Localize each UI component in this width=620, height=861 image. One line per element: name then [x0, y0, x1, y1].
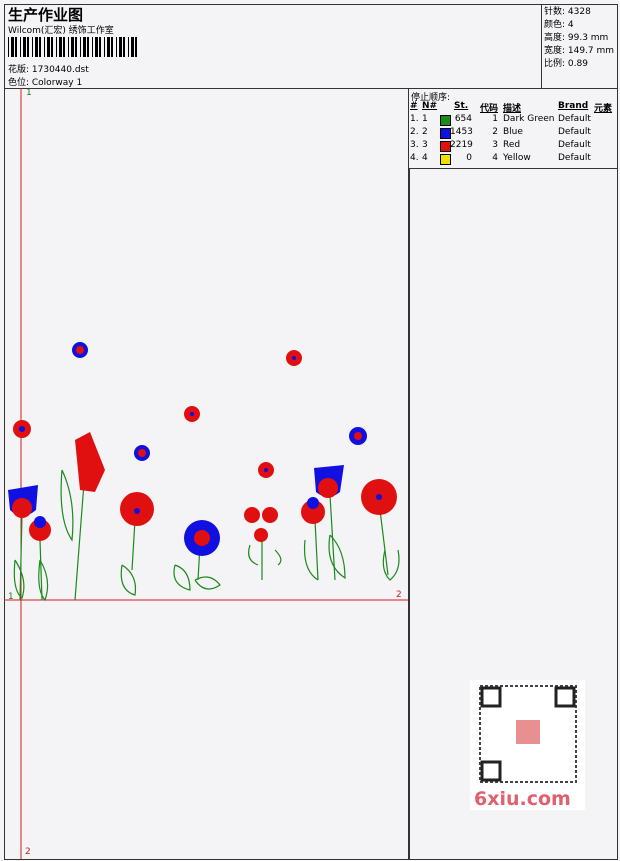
row-index: 2. — [410, 127, 419, 137]
row-index: 1. — [410, 114, 419, 124]
barcode-bar — [83, 37, 86, 57]
barcode-bar — [56, 37, 57, 57]
sequence-title: 停止顺序: — [411, 93, 451, 103]
color-swatch — [440, 115, 451, 126]
stitches: 0 — [466, 153, 472, 163]
code: 1 — [492, 114, 498, 124]
barcode-bar — [87, 37, 89, 57]
description: Blue — [503, 127, 523, 137]
barcode-bar — [8, 37, 9, 57]
watermark: 6xiu.com — [474, 788, 571, 810]
barcode-bar — [27, 37, 29, 57]
colorway: 色位: Colorway 1 — [8, 78, 83, 88]
code: 2 — [492, 127, 498, 137]
description: Dark Green — [503, 114, 555, 124]
column-header: St. — [454, 101, 469, 111]
barcode-bar — [59, 37, 62, 57]
color-swatch — [440, 128, 451, 139]
description: Yellow — [503, 153, 531, 163]
barcode-bar — [123, 37, 125, 57]
barcode-bar — [128, 37, 129, 57]
barcode-bar — [80, 37, 81, 57]
barcode-bar — [104, 37, 105, 57]
marker: 2 — [25, 847, 31, 857]
column-header: 元素 — [594, 104, 613, 114]
needle: 3 — [422, 140, 428, 150]
qr-code — [470, 680, 585, 810]
code: 4 — [492, 153, 498, 163]
stat: 颜色: 4 — [544, 20, 574, 30]
column-header: 描述 — [503, 104, 522, 114]
title: 生产作业图 — [8, 6, 84, 24]
stats: 针数: 4328 颜色: 4 高度: 99.3 mm 宽度: 149.7 mm 比例: … — [544, 6, 614, 71]
needle: 4 — [422, 153, 428, 163]
stat: 比例: 0.89 — [544, 59, 588, 69]
barcode-bar — [99, 37, 101, 57]
sequence-table: # N# St. 代码 描述 Brand 元素 1. 1 654 1 Dark Green Defaul… — [410, 101, 618, 167]
barcode-bar — [15, 37, 17, 57]
barcode-bar — [107, 37, 110, 57]
marker: 1 — [26, 88, 32, 98]
column-header: # — [410, 101, 418, 111]
flowers — [8, 342, 397, 556]
barcode-bar — [47, 37, 50, 57]
brand: Default — [558, 114, 591, 124]
barcode-bar — [95, 37, 98, 57]
barcode-bar — [71, 37, 74, 57]
barcode-bar — [92, 37, 93, 57]
barcode-bar — [44, 37, 45, 57]
column-header: Brand — [558, 101, 589, 111]
brand: Default — [558, 127, 591, 137]
row-index: 3. — [410, 140, 419, 150]
marker: 2 — [396, 590, 402, 600]
design-name: 花版: 1730440.dst — [8, 65, 89, 75]
barcode-bar — [75, 37, 77, 57]
sequence-frame — [408, 88, 618, 169]
barcode — [8, 37, 137, 57]
barcode-bar — [32, 37, 33, 57]
stems — [13, 469, 400, 602]
brand: Default — [558, 153, 591, 163]
needle: 1 — [422, 114, 428, 124]
barcode-bar — [68, 37, 69, 57]
stat: 针数: 4328 — [544, 7, 591, 17]
barcode-bar — [135, 37, 137, 57]
divider — [408, 168, 410, 860]
barcode-bar — [111, 37, 113, 57]
barcode-bar — [51, 37, 53, 57]
column-header: N# — [422, 101, 438, 111]
barcode-bar — [39, 37, 41, 57]
studio: Wilcom(汇宏) 绣饰工作室 — [8, 26, 114, 36]
stitches: 1453 — [450, 127, 473, 137]
barcode-bar — [23, 37, 26, 57]
stitches: 654 — [454, 114, 472, 124]
stat: 宽度: 149.7 mm — [544, 46, 615, 56]
marker: 1 — [8, 592, 14, 602]
barcode-bar — [116, 37, 117, 57]
color-swatch — [440, 154, 451, 165]
barcode-bar — [131, 37, 134, 57]
barcode-bar — [20, 37, 21, 57]
needle: 2 — [422, 127, 428, 137]
code: 3 — [492, 140, 498, 150]
stitches: 2219 — [450, 140, 473, 150]
barcode-bar — [35, 37, 38, 57]
row-index: 4. — [410, 153, 419, 163]
brand: Default — [558, 140, 591, 150]
column-header: 代码 — [480, 104, 499, 114]
barcode-bar — [11, 37, 14, 57]
stat: 高度: 99.3 mm — [544, 33, 609, 43]
barcode-bar — [63, 37, 65, 57]
description: Red — [503, 140, 521, 150]
barcode-bar — [119, 37, 122, 57]
color-swatch — [440, 141, 451, 152]
